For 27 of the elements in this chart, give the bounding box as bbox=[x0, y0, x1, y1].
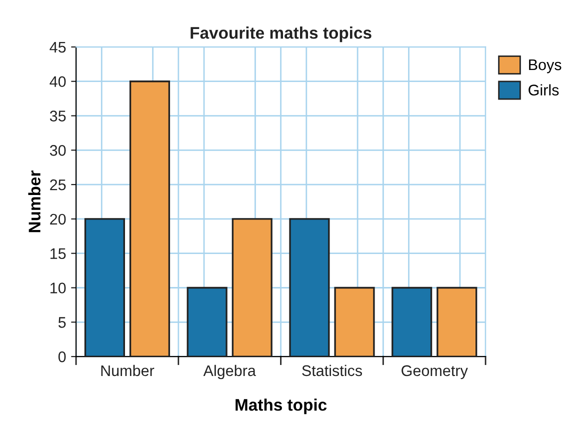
bar bbox=[334, 286, 375, 357]
legend-label: Girls bbox=[528, 84, 559, 96]
y-tick-label: 40 bbox=[50, 76, 66, 88]
bar bbox=[232, 218, 272, 357]
y-tick-label: 35 bbox=[50, 110, 66, 122]
bar bbox=[392, 286, 432, 357]
x-axis-title: Maths topic bbox=[236, 398, 327, 414]
y-tick-label: 30 bbox=[50, 145, 66, 156]
y-tick-label: 15 bbox=[50, 248, 66, 260]
y-tick-label: 20 bbox=[50, 214, 66, 225]
legend-label: Boys bbox=[529, 60, 562, 74]
bar bbox=[289, 218, 330, 357]
x-tick-label: Number bbox=[101, 364, 154, 376]
y-tick-label: 25 bbox=[50, 179, 66, 190]
bar bbox=[129, 80, 170, 357]
chart-title: Favourite maths topics bbox=[190, 26, 372, 42]
y-tick-label: 0 bbox=[58, 351, 66, 362]
bar bbox=[436, 286, 478, 357]
x-tick-label: Algebra bbox=[203, 364, 256, 380]
x-tick-label: Statistics bbox=[302, 364, 362, 376]
y-tick-label: 5 bbox=[58, 317, 66, 328]
y-tick-label: 45 bbox=[50, 42, 66, 53]
y-tick-label: 10 bbox=[50, 282, 66, 294]
x-tick-label: Geometry bbox=[402, 365, 468, 380]
bar bbox=[84, 218, 125, 357]
bar bbox=[186, 286, 228, 357]
y-axis-title: Number bbox=[28, 170, 40, 232]
